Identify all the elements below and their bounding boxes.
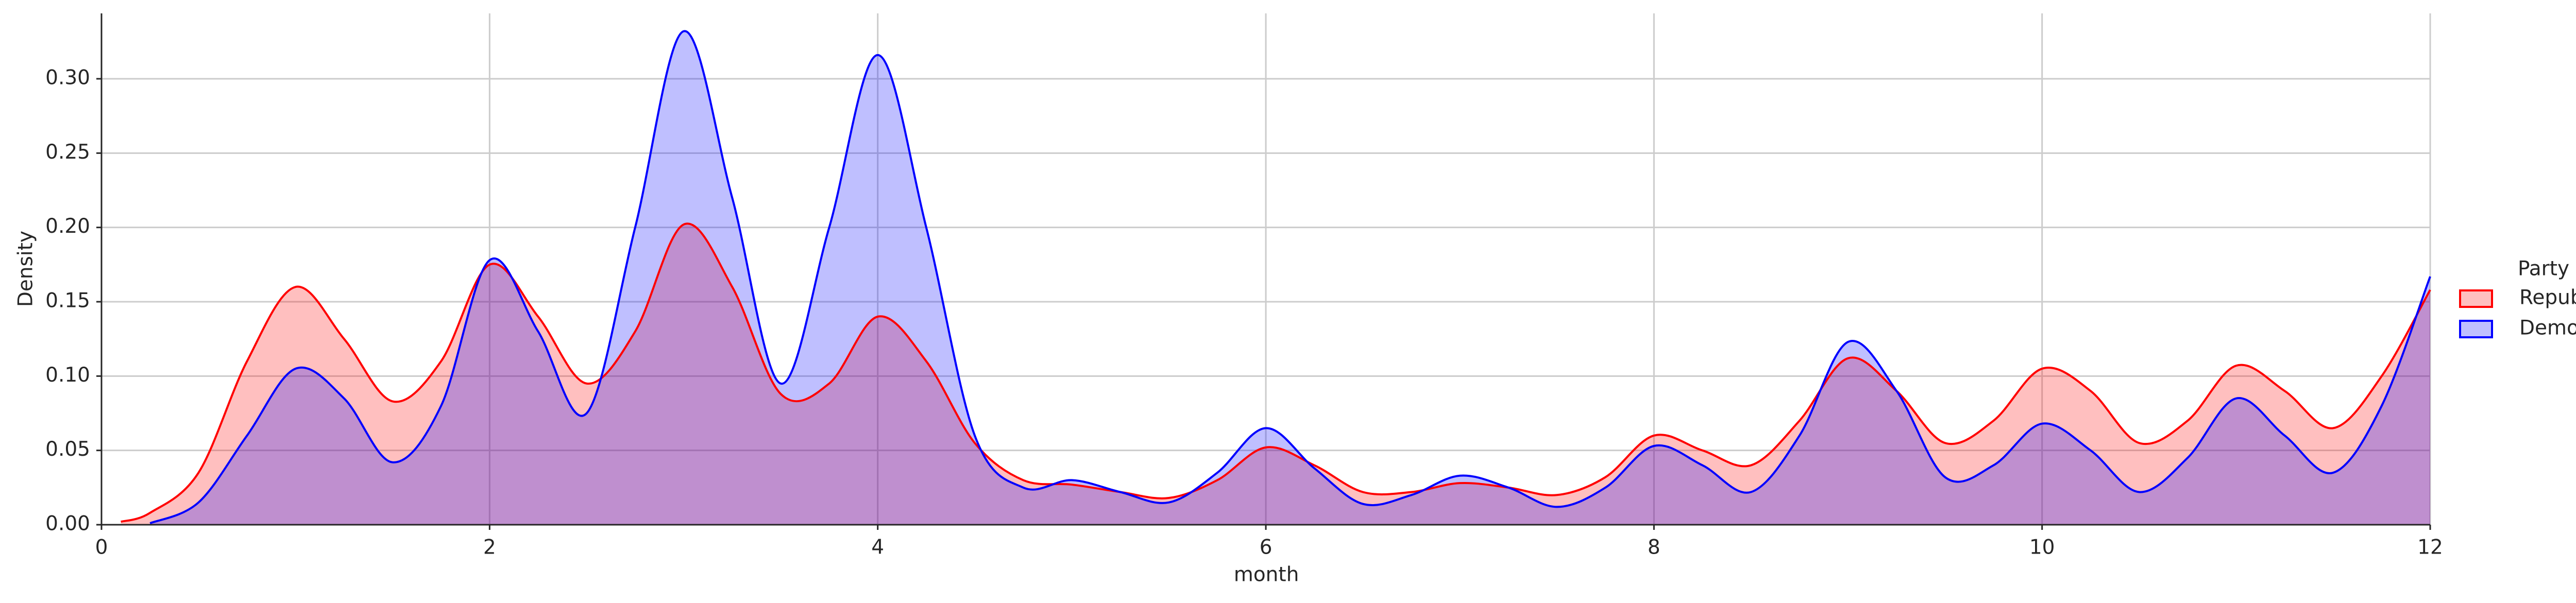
area-fill — [121, 223, 2431, 525]
x-tick-label: 10 — [2029, 536, 2055, 559]
y-tick-label: 0.00 — [45, 512, 90, 536]
x-tick-label: 2 — [483, 536, 496, 559]
x-tick-label: 4 — [871, 536, 884, 559]
legend-label: Republican — [2519, 286, 2576, 309]
x-tick-label: 12 — [2417, 536, 2443, 559]
legend-label: Democrat — [2519, 317, 2576, 340]
x-tick-label: 8 — [1648, 536, 1660, 559]
x-tick-label: 6 — [1260, 536, 1273, 559]
y-tick-label: 0.30 — [45, 66, 90, 90]
y-tick-label: 0.10 — [45, 364, 90, 387]
y-tick-label: 0.20 — [45, 215, 90, 238]
x-axis-label: month — [1234, 563, 1299, 587]
density-line — [121, 222, 2431, 523]
legend-title: Party — [2518, 257, 2569, 281]
density-line — [149, 30, 2431, 524]
y-axis-label: Density — [14, 231, 38, 307]
y-tick-label: 0.25 — [45, 141, 90, 164]
legend-swatch — [2459, 289, 2493, 308]
area-fill — [150, 31, 2431, 525]
legend-swatch — [2459, 320, 2493, 338]
y-tick-label: 0.05 — [45, 438, 90, 461]
y-tick-label: 0.15 — [45, 289, 90, 313]
x-tick-label: 0 — [95, 536, 108, 559]
